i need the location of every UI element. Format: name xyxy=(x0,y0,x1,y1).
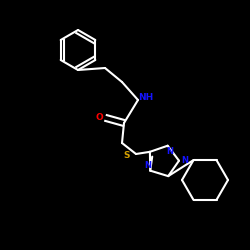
Text: N: N xyxy=(182,156,188,165)
Text: NH: NH xyxy=(138,94,154,102)
Text: O: O xyxy=(95,112,103,122)
Text: S: S xyxy=(124,150,130,160)
Text: N: N xyxy=(166,147,173,156)
Text: N: N xyxy=(145,161,152,170)
